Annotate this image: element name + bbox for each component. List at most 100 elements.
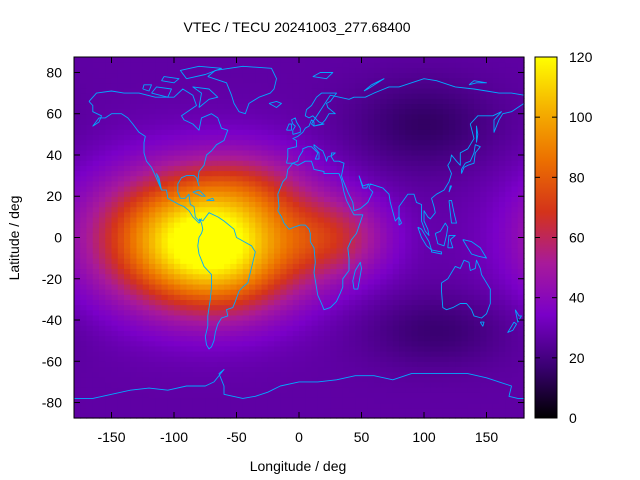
heatmap-cell [136,170,144,177]
heatmap-cell [505,325,513,331]
heatmap-cell [361,371,369,378]
heatmap-cell [411,273,419,280]
heatmap-cell [392,273,400,280]
heatmap-cell [255,196,263,202]
heatmap-cell [236,283,244,290]
heatmap-cell [411,392,419,398]
heatmap-cell [324,222,331,228]
heatmap-cell [186,154,194,161]
heatmap-cell [374,222,381,228]
heatmap-cell [336,175,344,182]
heatmap-cell [230,314,238,321]
heatmap-cell [267,201,275,208]
heatmap-cell [374,77,381,84]
heatmap-cell [105,175,113,182]
heatmap-cell [492,268,500,275]
heatmap-cell [267,160,275,166]
heatmap-cell [111,294,119,300]
heatmap-cell [130,201,138,208]
heatmap-cell [330,258,338,264]
heatmap-cell [267,387,275,393]
heatmap-cell [511,175,519,182]
heatmap-cell [161,371,169,378]
heatmap-cell [474,325,481,331]
heatmap-cell [380,129,388,135]
heatmap-cell [199,345,206,352]
heatmap-cell [386,263,394,270]
heatmap-cell [305,345,313,352]
heatmap-cell [130,392,138,398]
heatmap-cell [380,232,388,239]
heatmap-cell [424,206,431,213]
heatmap-cell [467,232,475,239]
heatmap-cell [367,237,375,244]
heatmap-cell [217,273,225,280]
heatmap-cell [180,211,188,218]
heatmap-cell [380,381,388,388]
heatmap-cell [74,232,81,239]
heatmap-cell [317,98,325,105]
heatmap-cell [280,376,288,383]
heatmap-cell [217,242,225,249]
heatmap-cell [92,397,100,404]
heatmap-cell [417,320,425,326]
heatmap-cell [111,340,119,347]
heatmap-cell [380,175,388,182]
heatmap-cell [130,196,138,202]
heatmap-cell [411,227,419,233]
heatmap-cell [99,304,106,311]
heatmap-cell [136,232,144,239]
heatmap-cell [424,273,431,280]
heatmap-cell [449,340,456,347]
heatmap-cell [86,412,94,419]
heatmap-cell [474,314,481,321]
heatmap-cell [236,87,244,94]
heatmap-cell [361,144,369,151]
heatmap-cell [330,330,338,337]
heatmap-cell [342,247,350,254]
heatmap-cell [224,139,231,146]
heatmap-cell [474,232,481,239]
heatmap-cell [511,139,519,146]
heatmap-cell [80,191,88,197]
heatmap-cell [230,87,238,94]
heatmap-cell [174,108,181,115]
heatmap-cell [449,309,456,316]
heatmap-cell [149,82,156,89]
heatmap-cell [174,320,181,326]
heatmap-cell [136,118,144,125]
heatmap-cell [236,407,244,414]
heatmap-cell [492,381,500,388]
heatmap-cell [217,118,225,125]
heatmap-cell [480,397,488,404]
heatmap-cell [80,350,88,357]
heatmap-cell [74,340,81,347]
heatmap-cell [105,62,113,68]
heatmap-cell [486,196,494,202]
heatmap-cell [342,345,350,352]
heatmap-cell [80,134,88,141]
heatmap-cell [111,113,119,120]
heatmap-cell [80,129,88,135]
heatmap-cell [136,289,144,295]
heatmap-cell [405,227,413,233]
heatmap-cell [224,350,231,357]
heatmap-cell [392,325,400,331]
heatmap-cell [261,62,269,68]
heatmap-cell [505,356,513,362]
heatmap-cell [355,227,363,233]
heatmap-cell [461,371,469,378]
heatmap-cell [467,72,475,79]
heatmap-cell [130,314,138,321]
heatmap-cell [217,330,225,337]
heatmap-cell [230,124,238,130]
heatmap-cell [224,191,231,197]
heatmap-cell [224,216,231,223]
heatmap-cell [399,258,406,264]
heatmap-cell [424,124,431,130]
heatmap-cell [105,160,113,166]
heatmap-cell [317,242,325,249]
heatmap-cell [149,407,156,414]
heatmap-cell [174,258,181,264]
heatmap-cell [417,325,425,331]
